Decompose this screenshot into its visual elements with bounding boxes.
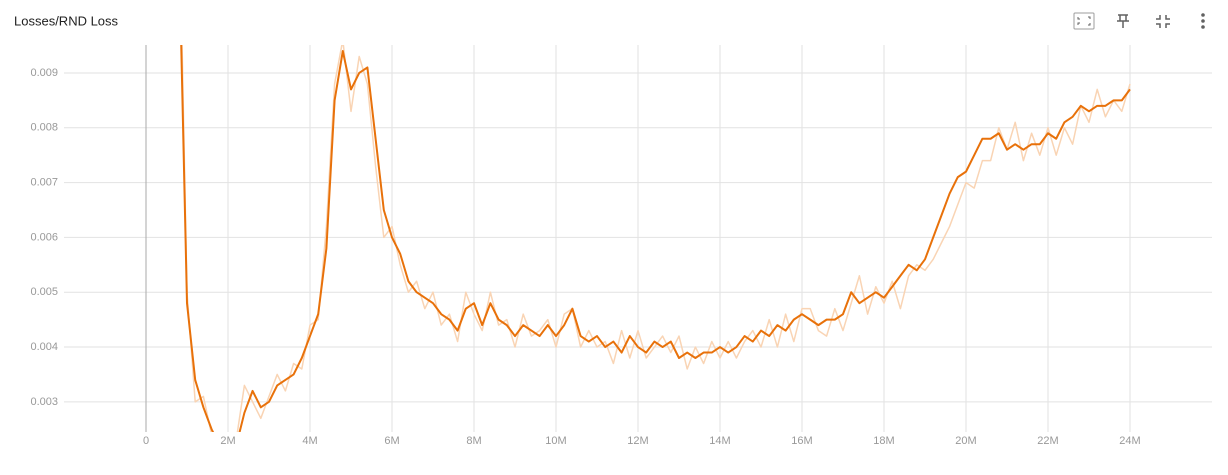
y-tick-label: 0.003 bbox=[30, 396, 58, 408]
x-tick-label: 6M bbox=[384, 435, 399, 447]
x-tick-label: 16M bbox=[791, 435, 812, 447]
toolbar bbox=[1073, 12, 1205, 30]
data-line bbox=[181, 45, 1131, 432]
y-tick-label: 0.009 bbox=[30, 67, 58, 79]
x-tick-label: 10M bbox=[545, 435, 566, 447]
x-tick-label: 24M bbox=[1119, 435, 1140, 447]
x-tick-label: 22M bbox=[1037, 435, 1058, 447]
y-tick-label: 0.005 bbox=[30, 286, 58, 298]
x-tick-label: 18M bbox=[873, 435, 894, 447]
x-tick-label: 14M bbox=[709, 435, 730, 447]
y-tick-label: 0.006 bbox=[30, 231, 58, 243]
x-tick-label: 2M bbox=[220, 435, 235, 447]
y-tick-label: 0.008 bbox=[30, 122, 58, 134]
y-tick-label: 0.004 bbox=[30, 341, 58, 353]
x-tick-label: 12M bbox=[627, 435, 648, 447]
y-tick-label: 0.007 bbox=[30, 176, 58, 188]
fit-domain-button[interactable] bbox=[1073, 12, 1095, 30]
x-tick-label: 20M bbox=[955, 435, 976, 447]
collapse-button[interactable] bbox=[1156, 15, 1170, 28]
pin-button[interactable] bbox=[1117, 14, 1129, 28]
x-tick-label: 8M bbox=[466, 435, 481, 447]
more-button[interactable] bbox=[1201, 13, 1205, 29]
axis-labels: 0.003 0.004 0.005 0.006 0.007 0.008 0.009 0 2M 4M… bbox=[30, 67, 1140, 447]
grid bbox=[64, 45, 1212, 432]
x-tick-label: 0 bbox=[143, 435, 149, 447]
chart-title: Losses/RND Loss bbox=[14, 13, 119, 28]
x-tick-label: 4M bbox=[302, 435, 317, 447]
plot-area bbox=[180, 45, 1131, 432]
data-line bbox=[180, 45, 1131, 432]
